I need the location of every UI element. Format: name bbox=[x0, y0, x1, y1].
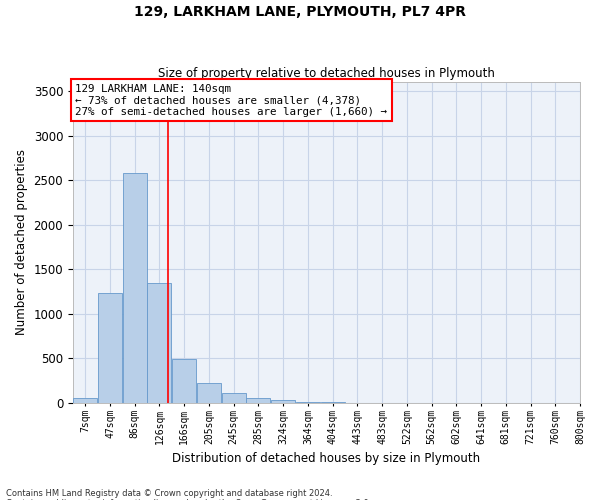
Bar bbox=[221, 393, 245, 403]
Bar bbox=[296, 402, 320, 403]
Bar bbox=[123, 173, 147, 403]
Bar bbox=[148, 284, 172, 403]
Bar bbox=[98, 294, 122, 403]
Text: Contains public sector information licensed under the Open Government Licence v3: Contains public sector information licen… bbox=[6, 498, 371, 500]
Text: 129, LARKHAM LANE, PLYMOUTH, PL7 4PR: 129, LARKHAM LANE, PLYMOUTH, PL7 4PR bbox=[134, 5, 466, 19]
Bar bbox=[172, 359, 196, 403]
Bar bbox=[247, 398, 271, 403]
Bar bbox=[197, 384, 221, 403]
Bar bbox=[271, 400, 295, 403]
Y-axis label: Number of detached properties: Number of detached properties bbox=[15, 150, 28, 336]
Bar bbox=[73, 398, 97, 403]
Text: Contains HM Land Registry data © Crown copyright and database right 2024.: Contains HM Land Registry data © Crown c… bbox=[6, 488, 332, 498]
X-axis label: Distribution of detached houses by size in Plymouth: Distribution of detached houses by size … bbox=[172, 452, 481, 465]
Text: 129 LARKHAM LANE: 140sqm
← 73% of detached houses are smaller (4,378)
27% of sem: 129 LARKHAM LANE: 140sqm ← 73% of detach… bbox=[76, 84, 388, 117]
Title: Size of property relative to detached houses in Plymouth: Size of property relative to detached ho… bbox=[158, 66, 495, 80]
